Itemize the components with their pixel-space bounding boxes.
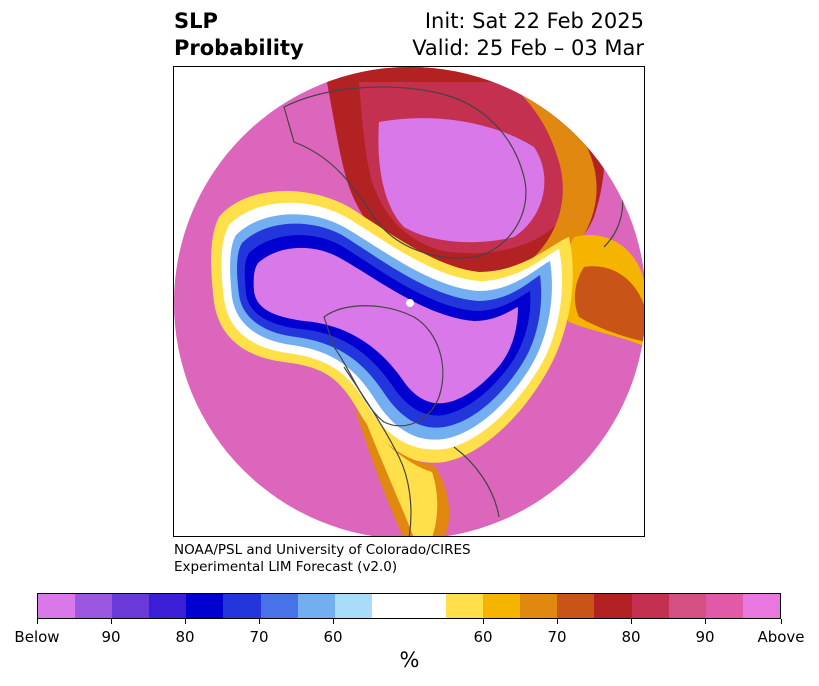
colorbar-tick — [483, 619, 484, 624]
colorbar-tick-label: 60 — [473, 628, 493, 646]
polar-map — [173, 66, 645, 537]
colorbar-segment — [520, 594, 558, 618]
us-east-coast — [453, 446, 500, 518]
colorbar-tick — [333, 619, 334, 624]
credit-line-2: Experimental LIM Forecast (v2.0) — [174, 559, 398, 575]
colorbar-segment — [75, 594, 113, 618]
colorbar-tick-label: 80 — [621, 628, 641, 646]
colorbar-tick — [185, 619, 186, 624]
colorbar-segment — [260, 594, 298, 618]
colorbar-tick-label: 80 — [175, 628, 195, 646]
us-east-yellow — [364, 417, 438, 536]
colorbar-tick — [259, 619, 260, 624]
colorbar-tick-label: 90 — [101, 628, 121, 646]
colorbar-segment — [186, 594, 224, 618]
credit-line-1: NOAA/PSL and University of Colorado/CIRE… — [174, 542, 471, 558]
colorbar-segment — [297, 594, 335, 618]
init-date: Init: Sat 22 Feb 2025 — [424, 9, 644, 33]
colorbar-tick-label: 60 — [323, 628, 343, 646]
title-line-type: Probability — [174, 36, 304, 60]
colorbar-segment — [149, 594, 187, 618]
forecast-dates: Init: Sat 22 Feb 2025 Valid: 25 Feb – 03… — [412, 8, 644, 62]
colorbar-segment — [112, 594, 150, 618]
data-credit: NOAA/PSL and University of Colorado/CIRE… — [174, 542, 471, 576]
atlantic-orange — [574, 266, 644, 342]
colorbar-segment — [446, 594, 484, 618]
colorbar-segment — [668, 594, 706, 618]
colorbar-tick — [631, 619, 632, 624]
colorbar-unit: % — [399, 648, 420, 672]
colorbar-tick — [37, 619, 38, 624]
colorbar-tick-label: Below — [14, 628, 60, 646]
colorbar-segment — [742, 594, 780, 618]
colorbar — [37, 593, 781, 619]
colorbar-segment — [38, 594, 76, 618]
colorbar-segment — [631, 594, 669, 618]
colorbar-segment — [705, 594, 743, 618]
colorbar-tick-label: 70 — [249, 628, 269, 646]
colorbar-segment — [594, 594, 632, 618]
colorbar-segment — [334, 594, 372, 618]
colorbar-tick — [557, 619, 558, 624]
colorbar-tick — [781, 619, 782, 624]
colorbar-tick — [705, 619, 706, 624]
map-title: SLP Probability — [174, 8, 304, 62]
north-pole-marker — [406, 299, 414, 307]
colorbar-segment — [223, 594, 261, 618]
colorbar-ticks: Below 90 80 70 60 60 70 80 90 Above — [14, 619, 805, 649]
eurasia-outline — [283, 86, 527, 259]
colorbar-tick-label: 90 — [695, 628, 715, 646]
probability-field — [174, 67, 644, 536]
colorbar-segment — [483, 594, 521, 618]
valid-period: Valid: 25 Feb – 03 Mar — [412, 36, 644, 60]
colorbar-tick — [111, 619, 112, 624]
eurasia-core — [378, 118, 545, 243]
colorbar-segment — [557, 594, 595, 618]
colorbar-tick-label: 70 — [547, 628, 567, 646]
colorbar-tick-label: Above — [757, 628, 805, 646]
ring-core-purple — [253, 247, 518, 404]
north-america-coast — [343, 366, 412, 536]
colorbar-segment — [371, 594, 447, 618]
title-line-variable: SLP — [174, 9, 218, 33]
